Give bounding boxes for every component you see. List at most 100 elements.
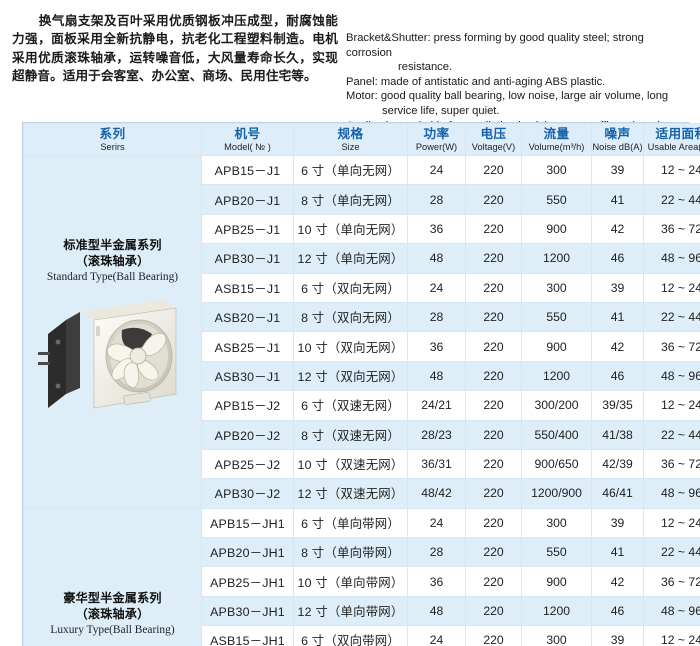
- cell-noise: 39: [591, 154, 644, 186]
- cell-volume: 300/200: [521, 390, 592, 421]
- cell-power: 24: [407, 507, 466, 539]
- cell-noise: 41: [591, 537, 644, 568]
- table-row: ASB15－JH1 6 寸（双向带网） 24 220 300 39 12 ~ 24: [24, 625, 700, 646]
- cell-volume: 1200: [521, 595, 592, 627]
- col-header-series: 系列 Serirs: [23, 123, 202, 156]
- table-header: 系列 Serirs 机号 Model( № ) 规格 Size 功率 Power…: [23, 123, 700, 156]
- cell-model: APB15－JH1: [201, 507, 294, 539]
- cell-power: 48: [407, 360, 466, 392]
- cell-size: 6 寸（单向带网）: [293, 507, 408, 539]
- table-row: APB25－JH1 10 寸（单向带网） 36 220 900 42 36 ~ 72: [24, 566, 700, 597]
- cell-power: 48: [407, 243, 466, 274]
- col-header-volume-cn: 流量: [543, 126, 570, 141]
- cell-volume: 300: [521, 507, 592, 539]
- cell-size: 6 寸（双向带网）: [293, 625, 408, 646]
- series-subtitle-cn: （滚珠轴承）: [75, 254, 150, 269]
- table-row: APB20－J2 8 寸（双速无网） 28/23 220 550/400 41/38 22 …: [24, 419, 700, 450]
- table-row: 豪华型半金属系列 （滚珠轴承） Luxury Type(Ball Bearing): [23, 507, 700, 646]
- series-title-cn: 豪华型半金属系列: [63, 591, 162, 606]
- cell-area: 36 ~ 72: [643, 448, 700, 480]
- cell-voltage: 220: [465, 537, 522, 568]
- cell-size: 10 寸（单向带网）: [293, 566, 408, 597]
- col-header-series-cn: 系列: [99, 126, 126, 141]
- cell-voltage: 220: [465, 448, 522, 480]
- cell-volume: 1200/900: [521, 478, 592, 509]
- specification-table: 系列 Serirs 机号 Model( № ) 规格 Size 功率 Power…: [23, 123, 700, 646]
- desc-en-line-head: Bracket&Shutter: press forming by good q…: [346, 32, 644, 59]
- cell-voltage: 220: [465, 566, 522, 597]
- cell-power: 24: [407, 272, 466, 303]
- cell-area: 48 ~ 96: [643, 360, 700, 392]
- cell-power: 48/42: [407, 478, 466, 509]
- table-row: APB30－JH1 12 寸（单向带网） 48 220 1200 46 48 ~ 96: [24, 595, 700, 627]
- table-row: APB20－JH1 8 寸（单向带网） 28 220 550 41 22 ~ 44: [24, 537, 700, 568]
- cell-model: APB25－J2: [201, 448, 294, 480]
- series-cell: 标准型半金属系列 （滚珠轴承） Standard Type(Ball Bearing…: [23, 155, 202, 509]
- col-header-noise-en: Noise dB(A): [592, 141, 643, 152]
- col-header-area-en: Usable Area(m²): [647, 141, 700, 152]
- cell-area: 12 ~ 24: [643, 625, 700, 646]
- cell-area: 36 ~ 72: [643, 213, 700, 245]
- col-header-voltage-cn: 电压: [480, 126, 507, 141]
- col-header-model-en: Model( № ): [224, 141, 271, 152]
- table-row: ASB25－J1 10 寸（双向无网） 36 220 900 42 36 ~ 72: [24, 331, 700, 362]
- cell-size: 6 寸（双向无网）: [293, 272, 408, 303]
- series-title-cn: 标准型半金属系列: [63, 238, 162, 253]
- cell-size: 12 寸（单向无网）: [293, 243, 408, 274]
- col-header-size-en: Size: [341, 141, 360, 152]
- cell-power: 28/23: [407, 419, 466, 450]
- col-header-power-cn: 功率: [423, 126, 450, 141]
- desc-en-line-head: Panel: made of antistatic and anti-aging…: [346, 75, 606, 88]
- table-row: APB20－J1 8 寸（单向无网） 28 220 550 41 22 ~ 44: [24, 184, 700, 215]
- cell-noise: 41: [591, 184, 644, 215]
- desc-en-line-cont: service life, super quiet.: [382, 104, 500, 117]
- cell-area: 36 ~ 72: [643, 566, 700, 597]
- cell-model: ASB20－J1: [201, 301, 294, 333]
- product-image: [36, 290, 190, 426]
- description-chinese: 换气扇支架及百叶采用优质钢板冲压成型，耐腐蚀能力强，面板采用全新抗静电，抗老化工…: [12, 12, 342, 118]
- cell-noise: 42: [591, 566, 644, 597]
- table-row: 标准型半金属系列 （滚珠轴承） Standard Type(Ball Bearing…: [23, 154, 700, 509]
- series-subtitle-cn: （滚珠轴承）: [75, 607, 150, 622]
- cell-area: 22 ~ 44: [643, 301, 700, 333]
- desc-en-line-cont: resistance.: [398, 61, 453, 74]
- col-header-model-cn: 机号: [234, 126, 261, 141]
- cell-volume: 300: [521, 154, 592, 186]
- table-row: APB25－J2 10 寸（双速无网） 36/31 220 900/650 42/39 36…: [24, 448, 700, 480]
- cell-model: APB20－J1: [201, 184, 294, 215]
- cell-power: 28: [407, 537, 466, 568]
- cell-voltage: 220: [465, 360, 522, 392]
- cell-voltage: 220: [465, 507, 522, 539]
- cell-noise: 39: [591, 625, 644, 646]
- cell-size: 10 寸（单向无网）: [293, 213, 408, 245]
- cell-noise: 41: [591, 301, 644, 333]
- cell-volume: 900: [521, 331, 592, 362]
- cell-size: 12 寸（双速无网）: [293, 478, 408, 509]
- cell-size: 10 寸（双向无网）: [293, 331, 408, 362]
- cell-noise: 42/39: [591, 448, 644, 480]
- cell-power: 24: [407, 625, 466, 646]
- series-title-en: Luxury Type(Ball Bearing): [50, 624, 175, 637]
- col-header-series-en: Serirs: [100, 141, 125, 152]
- cell-power: 36: [407, 213, 466, 245]
- cell-power: 48: [407, 595, 466, 627]
- cell-area: 12 ~ 24: [643, 507, 700, 539]
- cell-area: 36 ~ 72: [643, 331, 700, 362]
- table-row: ASB15－J1 6 寸（双向无网） 24 220 300 39 12 ~ 24: [24, 272, 700, 303]
- cell-area: 12 ~ 24: [643, 154, 700, 186]
- specification-table-wrapper: 系列 Serirs 机号 Model( № ) 规格 Size 功率 Power…: [22, 122, 700, 646]
- cell-power: 36: [407, 331, 466, 362]
- cell-power: 36: [407, 566, 466, 597]
- col-header-area: 适用面积 Usable Area(m²): [643, 123, 700, 156]
- cell-volume: 900: [521, 213, 592, 245]
- cell-voltage: 220: [465, 625, 522, 646]
- description-english: Bracket&Shutter: press forming by good q…: [342, 12, 692, 161]
- cell-power: 24: [407, 154, 466, 186]
- description-block: 换气扇支架及百叶采用优质钢板冲压成型，耐腐蚀能力强，面板采用全新抗静电，抗老化工…: [0, 0, 700, 161]
- cell-voltage: 220: [465, 478, 522, 509]
- cell-noise: 42: [591, 213, 644, 245]
- cell-model: APB30－JH1: [201, 595, 294, 627]
- cell-model: APB20－J2: [201, 419, 294, 450]
- cell-size: 8 寸（双速无网）: [293, 419, 408, 450]
- cell-volume: 550: [521, 301, 592, 333]
